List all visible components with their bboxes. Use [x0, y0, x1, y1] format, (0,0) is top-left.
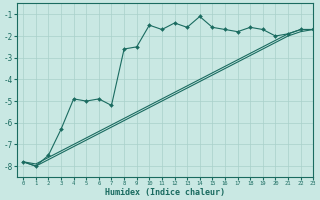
X-axis label: Humidex (Indice chaleur): Humidex (Indice chaleur) [105, 188, 225, 197]
